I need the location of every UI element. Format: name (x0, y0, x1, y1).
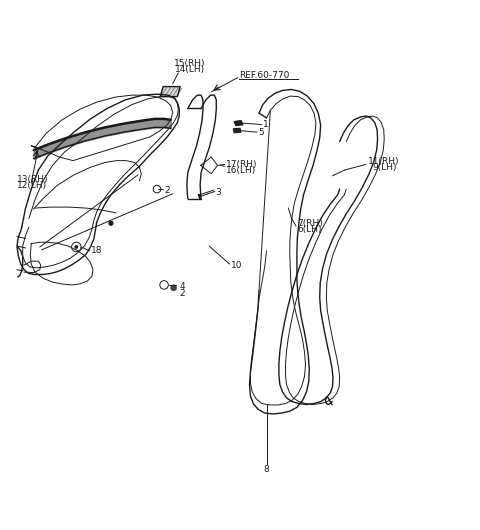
Polygon shape (160, 86, 180, 96)
Text: 18: 18 (91, 246, 102, 255)
Text: 16(LH): 16(LH) (226, 166, 256, 175)
Text: 8: 8 (263, 465, 269, 474)
Text: 13(RH): 13(RH) (17, 175, 48, 184)
Polygon shape (234, 121, 243, 126)
Text: 4: 4 (180, 282, 185, 291)
Text: 9(LH): 9(LH) (373, 163, 397, 172)
Text: 5: 5 (258, 128, 264, 137)
Text: 2: 2 (164, 186, 170, 195)
Text: 2: 2 (180, 289, 185, 298)
Text: 7(RH): 7(RH) (297, 219, 323, 228)
Polygon shape (233, 128, 241, 132)
Text: 15(RH): 15(RH) (174, 59, 206, 68)
Text: 14(LH): 14(LH) (175, 65, 205, 74)
Text: 12(LH): 12(LH) (17, 181, 47, 190)
Text: 10: 10 (230, 261, 242, 269)
Text: REF.60-770: REF.60-770 (239, 70, 289, 80)
Text: 3: 3 (216, 188, 221, 197)
Circle shape (74, 245, 78, 249)
Text: 17(RH): 17(RH) (226, 160, 257, 169)
Text: 11(RH): 11(RH) (368, 157, 399, 166)
Circle shape (170, 285, 177, 291)
Text: 1: 1 (263, 120, 268, 129)
Text: 6(LH): 6(LH) (297, 225, 322, 234)
Circle shape (109, 222, 113, 225)
